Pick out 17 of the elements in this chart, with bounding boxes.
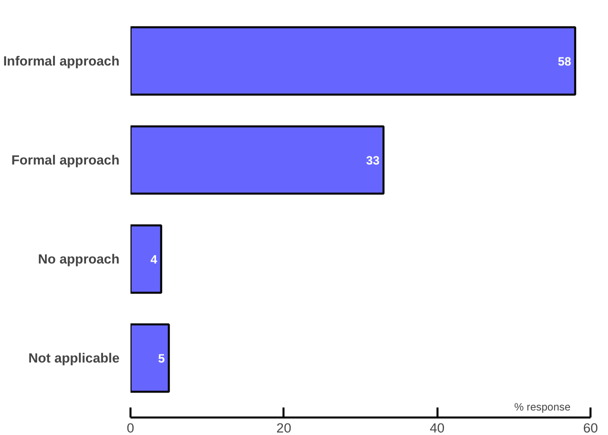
x-tick-label: 60 xyxy=(583,420,598,435)
bar xyxy=(130,26,576,96)
bar xyxy=(130,323,170,393)
bar xyxy=(130,224,162,294)
y-tick-label: No approach xyxy=(38,252,120,267)
x-tick-label: 0 xyxy=(126,420,134,435)
y-tick-label: Informal approach xyxy=(3,53,120,68)
data-label: 33 xyxy=(366,154,380,168)
x-tick-label: 40 xyxy=(430,420,445,435)
y-tick-label: Formal approach xyxy=(11,152,120,168)
x-tick-label: 20 xyxy=(276,420,292,435)
bar xyxy=(130,125,384,195)
data-label: 4 xyxy=(150,252,158,267)
data-label: 58 xyxy=(558,54,572,68)
data-label: 5 xyxy=(158,352,166,366)
y-tick-label: Not applicable xyxy=(28,350,120,366)
x-axis-title: % response xyxy=(514,402,571,414)
